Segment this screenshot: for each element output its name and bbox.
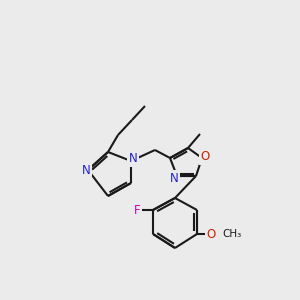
- Text: O: O: [206, 227, 216, 241]
- Text: F: F: [134, 203, 140, 217]
- Text: N: N: [129, 152, 137, 166]
- Text: N: N: [169, 172, 178, 184]
- Text: N: N: [82, 164, 90, 176]
- Text: CH₃: CH₃: [222, 229, 241, 239]
- Text: O: O: [200, 151, 210, 164]
